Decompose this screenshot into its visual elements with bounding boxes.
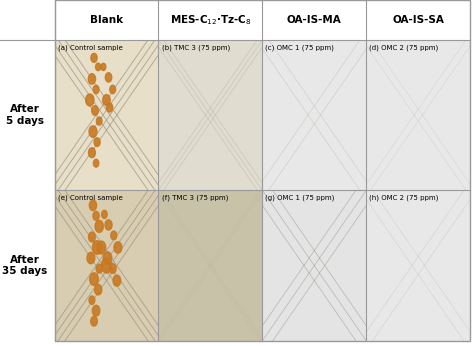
Circle shape xyxy=(93,159,99,167)
Circle shape xyxy=(87,252,95,264)
Circle shape xyxy=(86,94,94,106)
Text: MES-C$_{12}$·Tz-C$_{8}$: MES-C$_{12}$·Tz-C$_{8}$ xyxy=(170,13,251,27)
Circle shape xyxy=(93,211,99,220)
Circle shape xyxy=(91,53,97,62)
Circle shape xyxy=(88,74,96,84)
Circle shape xyxy=(103,252,112,264)
Circle shape xyxy=(97,241,106,254)
Circle shape xyxy=(89,296,95,304)
Text: (e) Control sample: (e) Control sample xyxy=(58,195,122,201)
Circle shape xyxy=(109,264,116,274)
Circle shape xyxy=(94,284,102,295)
Circle shape xyxy=(95,220,103,233)
Circle shape xyxy=(101,258,112,273)
Circle shape xyxy=(96,63,101,71)
Text: (d) OMC 2 (75 ppm): (d) OMC 2 (75 ppm) xyxy=(369,44,438,51)
Circle shape xyxy=(94,138,100,146)
Text: After
35 days: After 35 days xyxy=(2,255,47,276)
Circle shape xyxy=(89,232,95,242)
Bar xyxy=(55,0,470,341)
Circle shape xyxy=(92,305,100,316)
Circle shape xyxy=(101,210,107,218)
Text: (f) TMC 3 (75 ppm): (f) TMC 3 (75 ppm) xyxy=(162,195,228,201)
Text: After
5 days: After 5 days xyxy=(6,104,44,126)
Circle shape xyxy=(93,85,99,94)
Text: (b) TMC 3 (75 ppm): (b) TMC 3 (75 ppm) xyxy=(162,44,230,51)
Circle shape xyxy=(110,85,116,94)
Circle shape xyxy=(90,273,99,285)
Circle shape xyxy=(113,275,121,286)
Circle shape xyxy=(105,73,112,82)
Text: (h) OMC 2 (75 ppm): (h) OMC 2 (75 ppm) xyxy=(369,195,439,201)
Circle shape xyxy=(89,126,97,137)
Text: OA-IS-MA: OA-IS-MA xyxy=(287,15,342,25)
Text: (a) Control sample: (a) Control sample xyxy=(58,44,122,51)
Circle shape xyxy=(111,231,117,240)
Circle shape xyxy=(91,317,97,326)
Circle shape xyxy=(96,117,102,125)
Text: (g) OMC 1 (75 ppm): (g) OMC 1 (75 ppm) xyxy=(265,195,335,201)
Circle shape xyxy=(89,148,95,158)
Circle shape xyxy=(114,242,122,253)
Circle shape xyxy=(96,264,102,273)
Circle shape xyxy=(103,94,110,106)
Text: Blank: Blank xyxy=(90,15,123,25)
Text: (c) OMC 1 (75 ppm): (c) OMC 1 (75 ppm) xyxy=(265,44,334,51)
Circle shape xyxy=(89,200,97,211)
Circle shape xyxy=(92,241,102,254)
Circle shape xyxy=(105,220,112,230)
Circle shape xyxy=(107,103,113,112)
Circle shape xyxy=(101,63,106,71)
Text: OA-IS-SA: OA-IS-SA xyxy=(392,15,444,25)
Circle shape xyxy=(91,106,99,115)
